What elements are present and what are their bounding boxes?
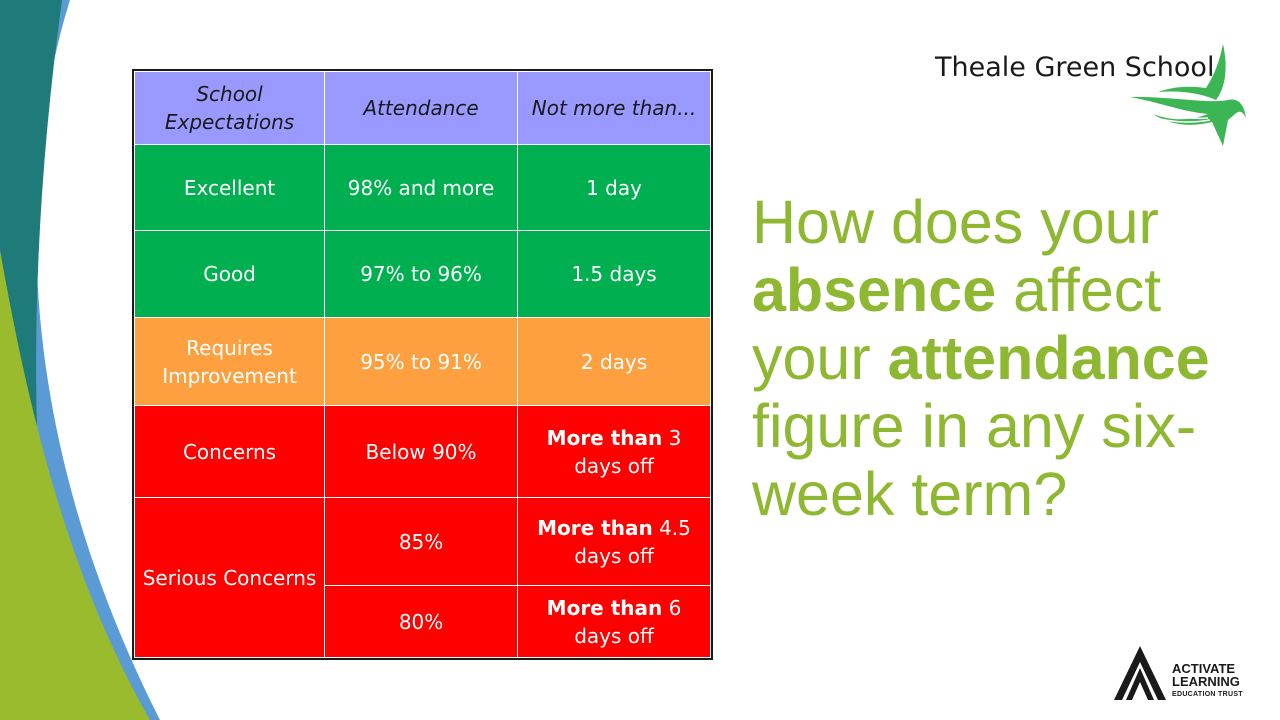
limit-cell: 2 days: [517, 317, 711, 406]
table-header-row: School Expectations Attendance Not more …: [133, 71, 711, 145]
limit-cell: More than 3 days off: [517, 405, 711, 498]
category-cell: Good: [133, 230, 326, 318]
table-row: Excellent 98% and more 1 day: [133, 144, 711, 231]
trust-line-3: EDUCATION TRUST: [1172, 691, 1243, 698]
header-school-expectations: School Expectations: [133, 71, 326, 145]
question-bold-attendance: attendance: [887, 324, 1210, 392]
question-part-3: figure in any six-week term?: [752, 392, 1197, 528]
attendance-question: How does your absence affect your attend…: [752, 188, 1252, 528]
header-attendance: Attendance: [324, 71, 519, 145]
limit-bold-text: More than: [546, 595, 663, 620]
limit-cell: 1.5 days: [517, 230, 711, 318]
table-row: 80% More than 6 days off: [135, 585, 711, 658]
table-row: Concerns Below 90% More than 3 days off: [133, 405, 711, 498]
header-not-more-than: Not more than...: [517, 71, 711, 145]
attendance-cell: 98% and more: [324, 144, 519, 231]
attendance-cell: 85%: [324, 497, 519, 586]
limit-cell: 1 day: [517, 144, 711, 231]
limit-rest-text: 6 days off: [574, 595, 682, 648]
school-logo-text: Theale Green School: [935, 52, 1215, 83]
table-row: Requires Improvement 95% to 91% 2 days: [133, 317, 711, 406]
activate-learning-logo-icon: [1114, 646, 1166, 700]
trust-line-1: ACTIVATE: [1172, 661, 1236, 676]
category-cell: Excellent: [133, 144, 326, 231]
table-row: Serious Concerns 85% More than 4.5 days …: [133, 497, 711, 658]
category-cell: Requires Improvement: [133, 317, 326, 406]
category-cell: Serious Concerns: [133, 497, 326, 658]
swallow-icon: [1130, 44, 1246, 146]
limit-rest-text: 4.5 days off: [574, 515, 691, 568]
question-part-2: affect your: [752, 256, 1162, 392]
question-bold-absence: absence: [752, 256, 997, 324]
limit-cell: More than 6 days off: [517, 585, 711, 658]
limit-bold-text: More than: [546, 425, 663, 450]
attendance-cell: Below 90%: [324, 405, 519, 498]
limit-cell: More than 4.5 days off: [517, 497, 711, 586]
trust-line-2: LEARNING: [1172, 674, 1240, 689]
table-row: Good 97% to 96% 1.5 days: [133, 230, 711, 318]
attendance-cell: 95% to 91%: [324, 317, 519, 406]
attendance-cell: 80%: [324, 585, 519, 658]
attendance-cell: 97% to 96%: [324, 230, 519, 318]
question-part-1: How does your: [752, 188, 1159, 256]
attendance-table: School Expectations Attendance Not more …: [132, 69, 713, 660]
category-cell: Concerns: [133, 405, 326, 498]
limit-rest-text: 3 days off: [574, 425, 682, 478]
trust-logo-text: ACTIVATE LEARNING EDUCATION TRUST: [1172, 662, 1243, 701]
limit-bold-text: More than: [537, 515, 653, 540]
left-wave-decoration: [0, 0, 160, 720]
